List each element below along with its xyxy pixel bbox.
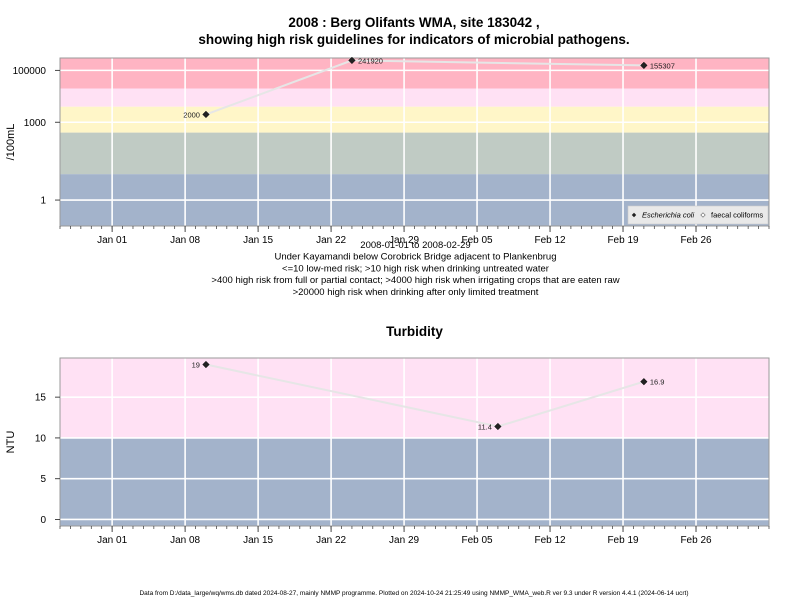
x-tick-label: Jan 29 xyxy=(389,235,419,246)
data-label: 2000 xyxy=(183,110,200,119)
turbidity-chart: Turbidity Jan 01 Jan 08 Jan 15 Jan 22 Jan 29 F… xyxy=(5,324,770,546)
risk-band-1 xyxy=(60,132,769,175)
risk-band-4 xyxy=(60,58,769,89)
data-point xyxy=(202,360,210,369)
x-tick-label: Feb 19 xyxy=(607,535,639,546)
x-tick-label: Jan 15 xyxy=(243,235,273,246)
risk-band-1 xyxy=(60,358,769,438)
legend-label-ecoli: Escherichia coli xyxy=(642,211,694,220)
legend-label-faecal: faecal coliforms xyxy=(711,211,763,220)
x-tick-label: Jan 01 xyxy=(97,535,127,546)
y-tick-label: 10 xyxy=(35,433,47,444)
risk-band-3 xyxy=(60,88,769,107)
data-point xyxy=(494,422,502,431)
data-point xyxy=(640,377,648,386)
x-tick-label: Jan 08 xyxy=(170,535,200,546)
y-tick-label: 100000 xyxy=(13,66,47,77)
data-point xyxy=(640,61,648,70)
data-point xyxy=(202,110,210,119)
x-tick-label: Feb 05 xyxy=(461,235,493,246)
legend-marker-faecal xyxy=(700,212,706,218)
data-label: 241920 xyxy=(358,56,383,65)
x-axis-caption-line: <=10 low-med risk; >10 high risk when dr… xyxy=(282,263,549,274)
legend-marker-ecoli xyxy=(631,212,637,218)
x-tick-label: Jan 15 xyxy=(243,535,273,546)
x-tick-label: Feb 12 xyxy=(534,535,566,546)
x-tick-label: Feb 12 xyxy=(534,235,566,246)
x-tick-label: Jan 22 xyxy=(316,535,346,546)
x-axis-caption-line: 2008-01-01 to 2008-02-29 xyxy=(360,240,470,251)
x-axis-caption-line: >20000 high risk when drinking after onl… xyxy=(293,287,539,298)
x-axis-caption-line: >400 high risk from full or partial cont… xyxy=(211,275,619,286)
y-tick-label: 1 xyxy=(40,196,46,207)
x-tick-label: Feb 26 xyxy=(680,235,712,246)
chart-title: Turbidity xyxy=(386,324,443,339)
data-label: 16.9 xyxy=(650,378,665,387)
legend-box xyxy=(627,205,769,225)
footer-note: Data from D:/data_large/wq/wms.db dated … xyxy=(139,590,688,597)
y-axis-label: NTU xyxy=(5,431,17,454)
data-label: 19 xyxy=(192,361,200,370)
ecoli-chart: Jan 01 Jan 08 Jan 15 Jan 22 Jan 29 Feb 05 Feb … xyxy=(5,56,770,298)
risk-band-2 xyxy=(60,106,769,133)
x-tick-label: Jan 08 xyxy=(170,235,200,246)
data-label: 11.4 xyxy=(478,423,492,432)
page-title-line1: 2008 : Berg Olifants WMA, site 183042 , xyxy=(288,15,539,30)
data-label: 155307 xyxy=(650,61,675,70)
y-tick-label: 0 xyxy=(40,515,46,526)
y-tick-label: 15 xyxy=(35,393,47,404)
x-tick-label: Jan 22 xyxy=(316,235,346,246)
x-tick-label: Jan 01 xyxy=(97,235,127,246)
x-tick-label: Jan 29 xyxy=(389,535,419,546)
x-tick-label: Feb 26 xyxy=(680,535,712,546)
x-tick-label: Feb 05 xyxy=(461,535,493,546)
y-tick-label: 5 xyxy=(40,474,46,485)
y-axis-label: /100mL xyxy=(5,124,17,161)
risk-band-0 xyxy=(60,437,769,526)
data-point xyxy=(348,56,356,65)
x-axis-caption-line: Under Kayamandi below Corobrick Bridge a… xyxy=(275,252,557,263)
y-tick-label: 1000 xyxy=(24,118,47,129)
x-tick-label: Feb 19 xyxy=(607,235,639,246)
page-title-line2: showing high risk guidelines for indicat… xyxy=(198,32,629,47)
